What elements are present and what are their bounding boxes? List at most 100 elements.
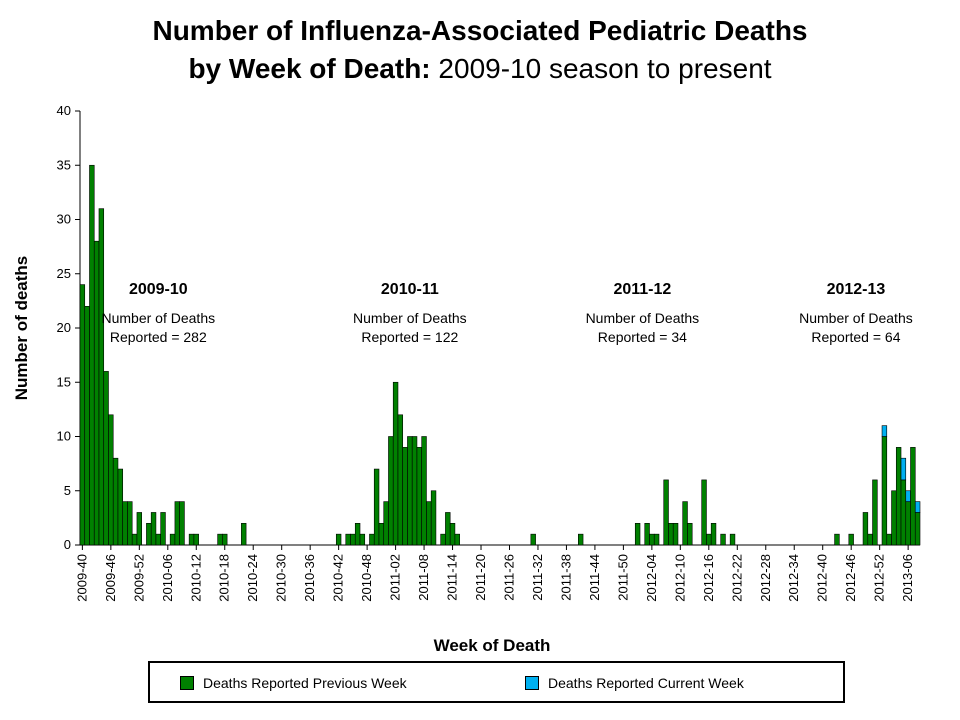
bar-previous-week <box>89 164 95 546</box>
bar-previous-week <box>179 501 185 546</box>
bar-previous-week <box>373 468 380 546</box>
bar-previous-week <box>872 479 878 546</box>
bar-previous-week <box>653 533 660 546</box>
x-tick-label: 2012-34 <box>786 554 801 602</box>
x-tick-label: 2012-10 <box>672 554 687 602</box>
bar-previous-week <box>687 522 693 546</box>
x-tick-label: 2010-48 <box>359 554 374 602</box>
bar-previous-week <box>193 533 199 546</box>
x-tick-label: 2012-28 <box>758 554 773 602</box>
x-tick-label: 2010-12 <box>188 554 203 602</box>
bar-previous-week <box>910 447 916 546</box>
legend-item-current-week: Deaths Reported Current Week <box>525 675 744 691</box>
bar-previous-week <box>634 522 641 546</box>
bar-previous-week <box>169 533 176 546</box>
bar-previous-week <box>93 240 100 546</box>
bar-previous-week <box>710 522 717 546</box>
season-label: 2010-11 <box>381 281 439 298</box>
bar-previous-week <box>834 533 840 546</box>
bar-previous-week <box>335 533 342 546</box>
bar-previous-week <box>160 512 166 546</box>
x-tick-label: 2010-30 <box>274 554 289 602</box>
bar-previous-week <box>578 533 584 546</box>
bar-previous-week <box>397 414 404 546</box>
x-tick-label: 2010-18 <box>217 554 232 602</box>
legend: Deaths Reported Previous Week Deaths Rep… <box>148 661 845 703</box>
bar-previous-week <box>449 522 456 546</box>
bar-previous-week <box>388 436 394 546</box>
x-tick-label: 2011-38 <box>558 554 573 601</box>
tick-labels: 0 5 10 15 20 25 30 35 40 2009-40 2009-46 2009-52 201… <box>57 103 916 602</box>
bar-previous-week <box>112 457 119 546</box>
chart-title: Number of Influenza-Associated Pediatric… <box>0 12 960 88</box>
bar-previous-week <box>136 512 142 546</box>
bar-previous-week <box>146 522 152 546</box>
bar-previous-week <box>426 501 432 546</box>
bar-previous-week <box>122 501 128 546</box>
season-deaths-line1: Number of Deaths <box>586 310 700 326</box>
y-tick-label: 10 <box>57 429 71 444</box>
bar-previous-week <box>706 533 712 546</box>
x-axis-label: Week of Death <box>434 636 551 655</box>
bar-previous-week <box>862 512 869 546</box>
x-tick-label: 2011-26 <box>501 554 516 601</box>
bar-previous-week <box>900 479 907 546</box>
x-tick-label: 2012-16 <box>701 554 716 602</box>
y-tick-label: 15 <box>57 374 71 389</box>
legend-label-previous-week: Deaths Reported Previous Week <box>203 675 407 691</box>
bar-previous-week <box>720 533 726 546</box>
x-tick-label: 2010-42 <box>331 554 346 602</box>
season-deaths-line2: Reported = 64 <box>811 329 900 345</box>
bar-previous-week <box>895 447 902 546</box>
bar-previous-week <box>84 305 90 546</box>
season-label: 2012-13 <box>827 281 886 298</box>
y-tick-label: 25 <box>57 266 71 281</box>
x-tick-label: 2009-52 <box>131 554 146 602</box>
bars <box>79 164 921 546</box>
bar-previous-week <box>411 436 418 546</box>
season-deaths-line1: Number of Deaths <box>799 310 913 326</box>
x-tick-label: 2010-06 <box>160 554 175 602</box>
bar-previous-week <box>440 533 446 546</box>
bar-previous-week <box>383 501 389 546</box>
legend-swatch-current-week <box>525 676 539 690</box>
bar-previous-week <box>108 414 114 546</box>
bar-previous-week <box>217 533 223 546</box>
y-tick-label: 30 <box>57 212 71 227</box>
bar-previous-week <box>222 533 228 546</box>
bar-current-week <box>914 501 921 513</box>
title-line-2-regular: 2009-10 season to present <box>430 53 772 84</box>
bar-previous-week <box>421 436 427 546</box>
bar-previous-week <box>668 522 674 546</box>
bar-previous-week <box>848 533 854 546</box>
title-line-1: Number of Influenza-Associated Pediatric… <box>152 15 808 46</box>
x-tick-label: 2011-44 <box>587 554 602 601</box>
x-tick-label: 2010-24 <box>245 554 260 602</box>
x-tick-label: 2011-32 <box>530 554 545 601</box>
bar-previous-week <box>445 512 451 546</box>
y-tick-label: 5 <box>64 483 71 498</box>
bar-previous-week <box>867 533 873 546</box>
bar-current-week <box>900 457 907 481</box>
bar-previous-week <box>914 512 921 546</box>
bar-previous-week <box>407 436 413 546</box>
bar-previous-week <box>392 381 399 546</box>
bar-previous-week <box>672 522 679 546</box>
bar-previous-week <box>416 447 422 546</box>
bar-previous-week <box>530 533 536 546</box>
y-tick-label: 40 <box>57 103 71 118</box>
bar-previous-week <box>79 284 86 546</box>
bar-previous-week <box>378 522 385 546</box>
x-tick-label: 2012-22 <box>729 554 744 602</box>
legend-swatch-previous-week <box>180 676 194 690</box>
x-tick-label: 2011-14 <box>445 554 460 601</box>
bar-previous-week <box>891 490 897 546</box>
x-tick-label: 2012-40 <box>815 554 830 602</box>
bar-previous-week <box>905 501 911 546</box>
x-tick-label: 2012-46 <box>843 554 858 602</box>
x-tick-label: 2013-06 <box>900 554 915 602</box>
bar-previous-week <box>430 490 437 546</box>
season-label: 2009-10 <box>129 281 188 298</box>
bar-previous-week <box>241 522 247 546</box>
